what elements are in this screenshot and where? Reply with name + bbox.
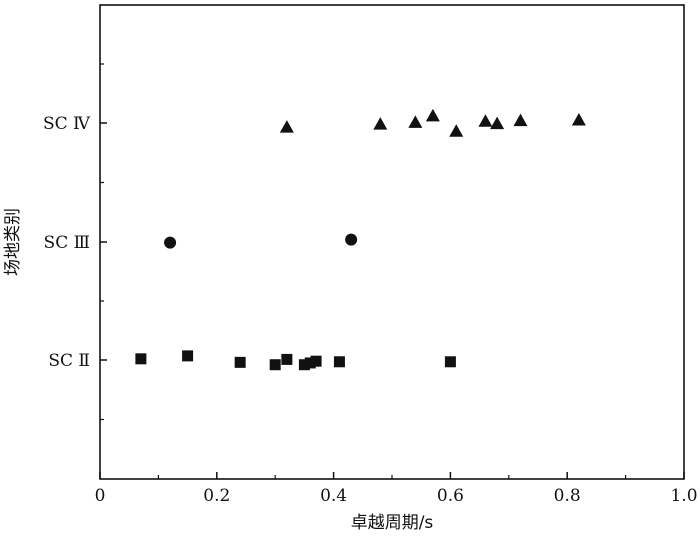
x-axis-title: 卓越周期/s — [351, 513, 434, 533]
data-point-square — [310, 355, 322, 367]
data-marks — [135, 108, 586, 371]
data-point-triangle — [279, 120, 294, 133]
data-point-square — [135, 353, 147, 365]
x-tick-label: 0.4 — [320, 486, 347, 506]
data-point-square — [298, 359, 310, 371]
data-point-triangle — [425, 108, 440, 122]
data-point-square — [281, 353, 293, 365]
x-tick-label: 1.0 — [670, 486, 697, 506]
data-point-square — [182, 350, 194, 362]
data-point-circle — [164, 236, 177, 249]
data-point-triangle — [571, 113, 586, 126]
y-axis: SC Ⅱ SC Ⅲ SC Ⅳ — [43, 63, 107, 421]
data-point-triangle — [408, 115, 423, 128]
y-axis-title: 场地类别 — [3, 208, 23, 276]
data-point-triangle — [490, 116, 505, 130]
y-tick-label: SC Ⅳ — [43, 114, 91, 134]
data-point-triangle — [478, 114, 493, 127]
x-tick-label: 0.2 — [203, 486, 230, 506]
plot-frame — [99, 4, 685, 480]
data-point-square — [304, 357, 316, 369]
data-point-square — [333, 356, 345, 368]
data-point-triangle — [449, 124, 464, 137]
data-point-triangle — [513, 113, 528, 127]
y-tick-label: SC Ⅲ — [44, 233, 90, 253]
data-point-square — [269, 359, 281, 371]
data-point-square — [444, 356, 456, 368]
x-axis: 0 0.2 0.4 0.6 0.8 1.0 — [95, 472, 698, 506]
data-point-square — [234, 356, 246, 368]
data-point-triangle — [373, 117, 388, 130]
x-tick-label: 0.8 — [554, 486, 581, 506]
y-tick-label: SC Ⅱ — [48, 351, 90, 371]
x-tick-label: 0.6 — [437, 486, 464, 506]
data-point-circle — [345, 233, 358, 246]
x-tick-label: 0 — [95, 486, 106, 506]
